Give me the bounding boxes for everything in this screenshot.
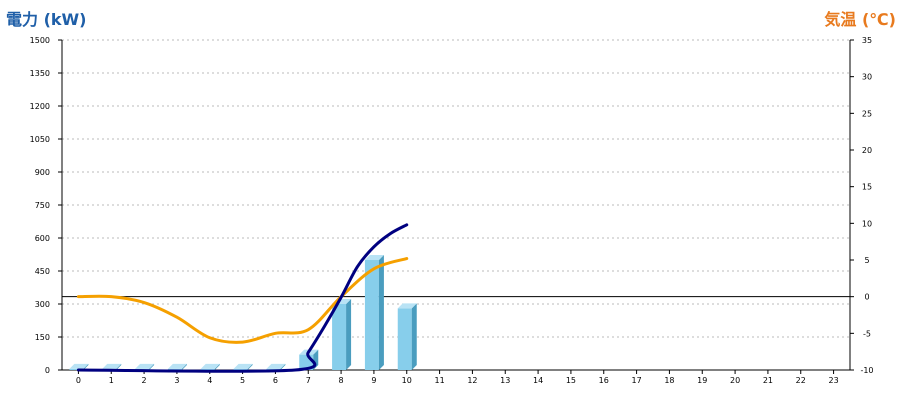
- bar-front: [332, 304, 347, 370]
- x-tick-label: 7: [306, 376, 311, 385]
- x-tick-label: 18: [664, 376, 674, 385]
- bar-side: [247, 363, 253, 370]
- left-tick-label: 1500: [30, 36, 50, 45]
- x-tick-label: 15: [566, 376, 576, 385]
- bar-front: [364, 260, 379, 370]
- bar-top: [233, 363, 253, 369]
- bar-hour-10: [397, 303, 417, 370]
- bar-side: [83, 363, 89, 370]
- right-axis-title: 気温 (℃): [824, 10, 896, 29]
- bar-top: [135, 363, 155, 369]
- right-tick-label: 10: [862, 219, 872, 228]
- bar-side: [378, 255, 384, 370]
- x-tick-label: 20: [730, 376, 740, 385]
- left-tick-label: 900: [35, 168, 50, 177]
- left-tick-label: 0: [45, 366, 50, 375]
- bar-top: [266, 363, 286, 369]
- bar-hour-4: [200, 363, 220, 370]
- right-tick-label: 5: [864, 256, 869, 265]
- bar-side: [214, 363, 220, 370]
- x-tick-label: 8: [339, 376, 344, 385]
- left-tick-label: 1200: [30, 102, 50, 111]
- left-tick-label: 750: [35, 201, 50, 210]
- bar-side: [280, 363, 286, 370]
- left-tick-label: 1350: [30, 69, 50, 78]
- right-tick-label: -5: [863, 329, 871, 338]
- power-line: [76, 223, 409, 373]
- right-tick-label: 25: [862, 109, 872, 118]
- right-tick-label: 35: [862, 36, 872, 45]
- x-tick-label: 19: [697, 376, 707, 385]
- x-tick-label: 17: [631, 376, 641, 385]
- x-tick-label: 23: [828, 376, 838, 385]
- right-tick-label: 30: [862, 73, 872, 82]
- bar-top: [200, 363, 220, 369]
- bar-front: [397, 308, 412, 370]
- bar-top: [167, 363, 187, 369]
- x-tick-label: 16: [599, 376, 609, 385]
- bar-top: [69, 363, 89, 369]
- bar-top: [364, 255, 384, 260]
- x-tick-label: 6: [273, 376, 278, 385]
- right-tick-label: 0: [864, 293, 869, 302]
- left-tick-label: 600: [35, 234, 50, 243]
- right-tick-label: 15: [862, 183, 872, 192]
- bar-hour-2: [135, 363, 155, 370]
- bar-hour-6: [266, 363, 286, 370]
- x-tick-label: 3: [174, 376, 179, 385]
- bar-hour-5: [233, 363, 253, 370]
- left-tick-label: 300: [35, 300, 50, 309]
- x-tick-label: 1: [109, 376, 114, 385]
- x-tick-label: 0: [76, 376, 81, 385]
- left-axis-title: 電力 (kW): [6, 10, 87, 29]
- x-tick-label: 10: [402, 376, 412, 385]
- x-tick-label: 11: [434, 376, 444, 385]
- temperature-line: [76, 257, 409, 344]
- x-tick-label: 5: [240, 376, 245, 385]
- bar-side: [346, 299, 352, 370]
- x-tick-label: 4: [207, 376, 212, 385]
- x-tick-label: 22: [796, 376, 806, 385]
- bar-side: [181, 363, 187, 370]
- bar-side: [149, 363, 155, 370]
- x-tick-label: 21: [763, 376, 773, 385]
- left-tick-label: 450: [35, 267, 50, 276]
- bar-side: [411, 303, 417, 370]
- right-tick-label: 20: [862, 146, 872, 155]
- bar-top: [397, 303, 417, 309]
- x-tick-label: 9: [371, 376, 376, 385]
- right-tick-label: -10: [860, 366, 873, 375]
- x-tick-label: 14: [533, 376, 543, 385]
- x-tick-label: 12: [467, 376, 477, 385]
- x-tick-label: 2: [142, 376, 147, 385]
- bar-side: [116, 363, 122, 370]
- bar-top: [102, 363, 122, 369]
- bar-hour-3: [167, 363, 187, 370]
- bar-hour-9: [364, 255, 384, 370]
- left-tick-label: 1050: [30, 135, 50, 144]
- left-tick-label: 150: [35, 333, 50, 342]
- x-tick-label: 13: [500, 376, 510, 385]
